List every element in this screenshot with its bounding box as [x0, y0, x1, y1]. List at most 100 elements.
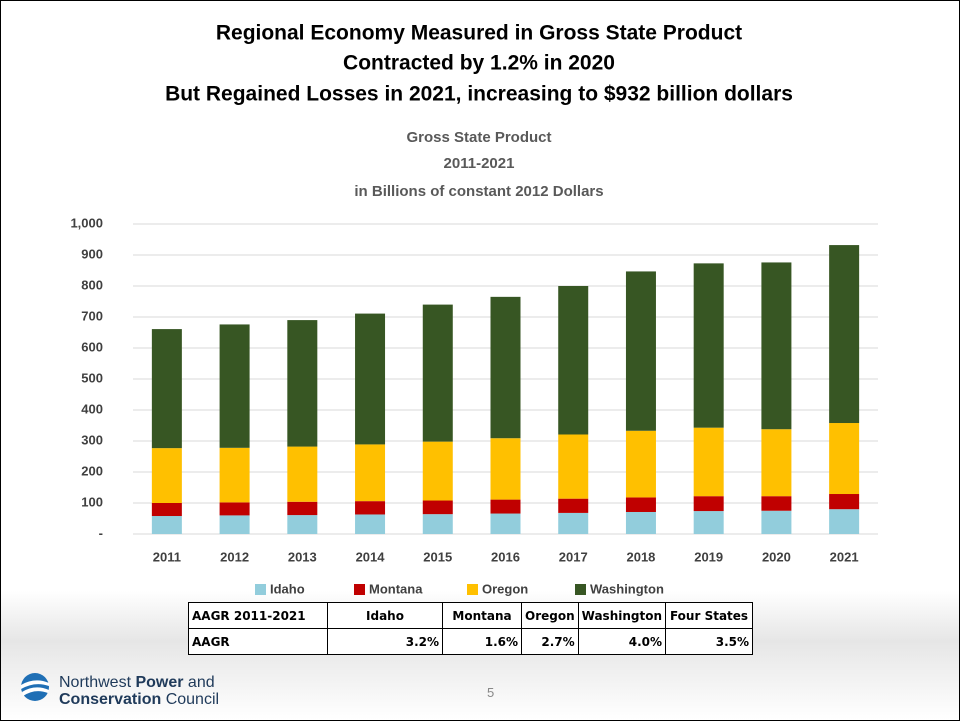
bar-segment: [490, 438, 521, 500]
bar-segment: [625, 430, 656, 498]
logo-word: Northwest: [59, 674, 136, 691]
table-cell: 3.2%: [327, 628, 443, 655]
y-tick-label: 400: [81, 401, 103, 416]
chart-title: in Billions of constant 2012 Dollars: [354, 183, 603, 200]
y-tick-label: 1,000: [70, 215, 103, 230]
legend-label: Oregon: [482, 581, 528, 596]
bar-segment: [829, 509, 860, 534]
bar-segment: [355, 501, 386, 515]
bar-segment: [693, 496, 724, 512]
logo-word: Conservation: [59, 691, 162, 708]
y-tick-label: 700: [81, 308, 103, 323]
logo-word: and: [183, 674, 215, 691]
table-cell: Oregon: [521, 602, 579, 629]
bar-segment: [422, 500, 453, 515]
table-cell: AAGR 2011-2021: [188, 602, 328, 629]
logo-word: Council: [161, 691, 220, 708]
bar-segment: [151, 503, 182, 517]
table-cell: Idaho: [327, 602, 443, 629]
bar-segment: [151, 516, 182, 534]
x-tick-label: 2011: [153, 549, 181, 564]
bar-segment: [151, 329, 182, 449]
bar-segment: [693, 427, 724, 497]
bar-segment: [355, 444, 386, 502]
bar-segment: [287, 515, 318, 534]
bar-segment: [625, 497, 656, 512]
table-cell: Washington: [577, 602, 667, 629]
bar-segment: [558, 512, 589, 534]
table-row: AAGR 3.2% 1.6% 2.7% 4.0% 3.5%: [188, 628, 754, 655]
bar-segment: [558, 498, 589, 513]
bar-segment: [422, 514, 453, 534]
bar-segment: [422, 441, 453, 501]
bar-segment: [287, 446, 318, 502]
slide-title: Regional Economy Measured in Gross State…: [216, 22, 742, 45]
table-row: AAGR 2011-2021 Idaho Montana Oregon Washingt…: [188, 602, 754, 629]
table-cell: 4.0%: [577, 628, 667, 655]
y-tick-label: -: [99, 525, 103, 540]
table-cell: 2.7%: [521, 628, 579, 655]
bar-segment: [761, 262, 792, 430]
x-tick-label: 2020: [762, 549, 791, 564]
bar-segment: [558, 434, 589, 499]
bar-segment: [693, 511, 724, 534]
bar-segment: [558, 286, 589, 435]
table-cell: 3.5%: [665, 628, 754, 655]
bar-segment: [490, 296, 521, 439]
x-tick-label: 2018: [626, 549, 655, 564]
page-number: 5: [487, 685, 495, 700]
legend-label: Montana: [369, 581, 423, 596]
chart-title: 2011-2021: [444, 155, 515, 172]
logo-word: Power: [135, 674, 184, 691]
bar-segment: [219, 447, 250, 503]
y-tick-label: 500: [81, 370, 103, 385]
y-tick-label: 300: [81, 432, 103, 447]
chart-title: Gross State Product: [406, 129, 551, 146]
legend-swatch: [575, 584, 586, 595]
bar-segment: [422, 304, 453, 442]
bar-segment: [829, 423, 860, 495]
table-cell: Four States: [665, 602, 754, 629]
bar-segment: [490, 499, 521, 514]
bar-segment: [625, 511, 656, 534]
bar-segment: [355, 313, 386, 445]
aagr-table: AAGR 2011-2021 Idaho Montana Oregon Washingt…: [188, 602, 754, 655]
x-tick-label: 2021: [830, 549, 859, 564]
legend-label: Washington: [590, 581, 664, 596]
y-tick-label: 900: [81, 246, 103, 261]
bar-segment: [761, 510, 792, 534]
bar-segment: [829, 245, 860, 424]
bar-segment: [625, 271, 656, 431]
table-cell: Montana: [442, 602, 522, 629]
bar-segment: [693, 263, 724, 428]
bar-segment: [761, 429, 792, 497]
legend-swatch: [255, 584, 266, 595]
bar-segment: [829, 494, 860, 510]
x-tick-label: 2015: [423, 549, 452, 564]
bar-segment: [219, 502, 250, 516]
y-tick-label: 800: [81, 277, 103, 292]
bar-segment: [761, 496, 792, 511]
legend-swatch: [354, 584, 365, 595]
x-tick-label: 2012: [220, 549, 249, 564]
bar-segment: [355, 514, 386, 534]
y-tick-label: 600: [81, 339, 103, 354]
x-tick-label: 2014: [356, 549, 386, 564]
table-cell: AAGR: [188, 628, 328, 655]
legend-swatch: [467, 584, 478, 595]
bar-segment: [151, 448, 182, 503]
bar-segment: [287, 501, 318, 516]
table-cell: 1.6%: [442, 628, 522, 655]
slide-title: Contracted by 1.2% in 2020: [343, 52, 615, 75]
y-tick-label: 200: [81, 463, 103, 478]
bar-segment: [490, 513, 521, 534]
bar-segment: [219, 324, 250, 448]
x-tick-label: 2019: [694, 549, 723, 564]
logo-icon: [21, 673, 49, 701]
bar-segment: [219, 515, 250, 534]
bar-segment: [287, 320, 318, 447]
logo-text: Northwest Power and Conservation Council: [59, 674, 219, 708]
legend-label: Idaho: [270, 581, 305, 596]
